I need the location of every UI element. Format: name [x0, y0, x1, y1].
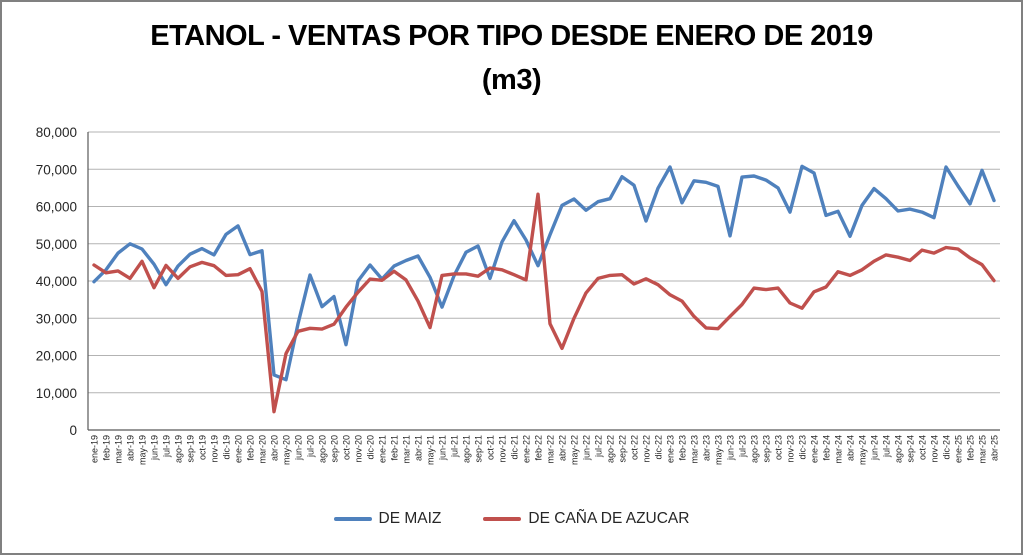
x-axis-tick-label: ene-23	[666, 435, 676, 463]
x-axis-tick-label: dic-22	[654, 435, 664, 460]
x-axis-tick-label: may-20	[282, 435, 292, 465]
x-axis-tick-label: sep-23	[762, 435, 772, 463]
x-axis-tick-label: nov-19	[210, 435, 220, 463]
de-maiz-line-swatch-icon	[333, 517, 372, 521]
legend-item-de-maiz: DE MAIZ	[333, 510, 442, 528]
x-axis-tick-label: ene-25	[954, 435, 964, 463]
x-axis-tick-label: mar-21	[402, 435, 412, 464]
y-axis-tick-label: 30,000	[36, 311, 77, 326]
x-axis-tick-label: ago-19	[174, 435, 184, 463]
x-axis-tick-label: feb-24	[822, 435, 832, 461]
x-axis-tick-label: oct-23	[774, 435, 784, 460]
y-axis-tick-label: 10,000	[36, 386, 77, 401]
x-axis-tick-label: dic-20	[366, 435, 376, 460]
x-axis-tick-label: ago-22	[606, 435, 616, 463]
x-axis-tick-label: jul-23	[738, 435, 748, 458]
x-axis-tick-label: jun-19	[150, 435, 160, 461]
y-axis-tick-label: 70,000	[36, 162, 77, 177]
x-axis-tick-label: feb-25	[966, 435, 976, 461]
x-axis-tick-label: ago-21	[462, 435, 472, 463]
chart-title: ETANOL - VENTAS POR TIPO DESDE ENERO DE …	[2, 14, 1021, 102]
x-axis-tick-label: jul-19	[162, 435, 172, 458]
x-axis-tick-label: sep-24	[906, 435, 916, 463]
y-axis-tick-label: 0	[69, 423, 77, 438]
x-axis-tick-label: jul-24	[882, 435, 892, 458]
x-axis-tick-label: ene-20	[234, 435, 244, 463]
x-axis-tick-label: may-23	[714, 435, 724, 465]
chart-title-line1: ETANOL - VENTAS POR TIPO DESDE ENERO DE …	[150, 20, 873, 52]
x-axis-tick-label: oct-20	[342, 435, 352, 460]
x-axis-tick-label: mar-23	[690, 435, 700, 464]
y-axis-tick-label: 80,000	[36, 125, 77, 140]
y-axis-tick-label: 60,000	[36, 200, 77, 215]
x-axis-tick-label: oct-24	[918, 435, 928, 460]
legend-label-de-maiz: DE MAIZ	[378, 510, 442, 527]
x-axis-tick-label: mar-24	[834, 435, 844, 464]
x-axis-tick-label: abr-20	[270, 435, 280, 461]
x-axis-tick-label: dic-19	[222, 435, 232, 460]
de-cana-line-swatch-icon	[483, 517, 522, 521]
y-axis-tick-label: 20,000	[36, 349, 77, 364]
x-axis-tick-label: abr-24	[846, 435, 856, 461]
x-axis-tick-label: mar-22	[546, 435, 556, 464]
x-axis-tick-label: may-19	[138, 435, 148, 465]
x-axis-tick-label: ago-24	[894, 435, 904, 463]
x-axis-tick-label: mar-25	[978, 435, 988, 464]
x-axis-tick-label: nov-23	[786, 435, 796, 463]
x-axis-tick-label: ago-20	[318, 435, 328, 463]
y-axis-tick-label: 40,000	[36, 274, 77, 289]
x-axis-tick-label: feb-20	[246, 435, 256, 461]
x-axis-tick-label: abr-21	[414, 435, 424, 461]
x-axis-tick-label: may-22	[570, 435, 580, 465]
x-axis-tick-label: abr-22	[558, 435, 568, 461]
x-axis-tick-label: ene-24	[810, 435, 820, 463]
x-axis-tick-label: jun-21	[438, 435, 448, 461]
x-axis-tick-label: may-21	[426, 435, 436, 465]
x-axis-tick-label: ene-21	[378, 435, 388, 463]
x-axis-tick-label: oct-19	[198, 435, 208, 460]
x-axis-tick-label: ago-23	[750, 435, 760, 463]
x-axis-tick-label: jul-22	[594, 435, 604, 458]
x-axis-tick-label: feb-22	[534, 435, 544, 461]
x-axis-tick-label: may-24	[858, 435, 868, 465]
x-axis-tick-label: abr-23	[702, 435, 712, 461]
chart-title-line2: (m3)	[481, 64, 542, 96]
x-axis-tick-label: sep-22	[618, 435, 628, 463]
x-axis-tick-label: sep-19	[186, 435, 196, 463]
x-axis-tick-label: feb-21	[390, 435, 400, 461]
x-axis-tick-label: ene-19	[90, 435, 100, 463]
x-axis-tick-label: jul-21	[450, 435, 460, 458]
x-axis-tick-label: nov-21	[498, 435, 508, 463]
x-axis-tick-label: feb-23	[678, 435, 688, 461]
x-axis-tick-label: jul-20	[306, 435, 316, 458]
x-axis-tick-label: sep-20	[330, 435, 340, 463]
x-axis-tick-label: oct-22	[630, 435, 640, 460]
x-axis-tick-label: feb-19	[102, 435, 112, 461]
x-axis-tick-label: jun-23	[726, 435, 736, 461]
x-axis-tick-label: jun-24	[870, 435, 880, 461]
x-axis-tick-label: abr-25	[990, 435, 1000, 461]
x-axis-tick-label: nov-20	[354, 435, 364, 463]
x-axis-tick-label: ene-22	[522, 435, 532, 463]
x-axis-tick-label: mar-20	[258, 435, 268, 464]
x-axis-tick-label: abr-19	[126, 435, 136, 461]
legend-label-de-cana-de-azucar: DE CAÑA DE AZUCAR	[528, 510, 690, 527]
x-axis-tick-label: nov-22	[642, 435, 652, 463]
series-line-de-cana-de-azucar	[92, 192, 996, 414]
legend-item-de-cana-de-azucar: DE CAÑA DE AZUCAR	[483, 510, 689, 528]
x-axis-tick-label: dic-24	[942, 435, 952, 460]
x-axis-tick-label: jun-20	[294, 435, 304, 461]
x-axis-tick-label: jun-22	[582, 435, 592, 461]
x-axis-tick-label: oct-21	[486, 435, 496, 460]
x-axis-tick-label: dic-23	[798, 435, 808, 460]
y-axis-tick-label: 50,000	[36, 237, 77, 252]
x-axis-tick-label: mar-19	[114, 435, 124, 464]
chart-legend: DE MAIZ DE CAÑA DE AZUCAR	[2, 510, 1021, 528]
x-axis-tick-label: dic-21	[510, 435, 520, 460]
x-axis-tick-label: sep-21	[474, 435, 484, 463]
x-axis-tick-label: nov-24	[930, 435, 940, 463]
